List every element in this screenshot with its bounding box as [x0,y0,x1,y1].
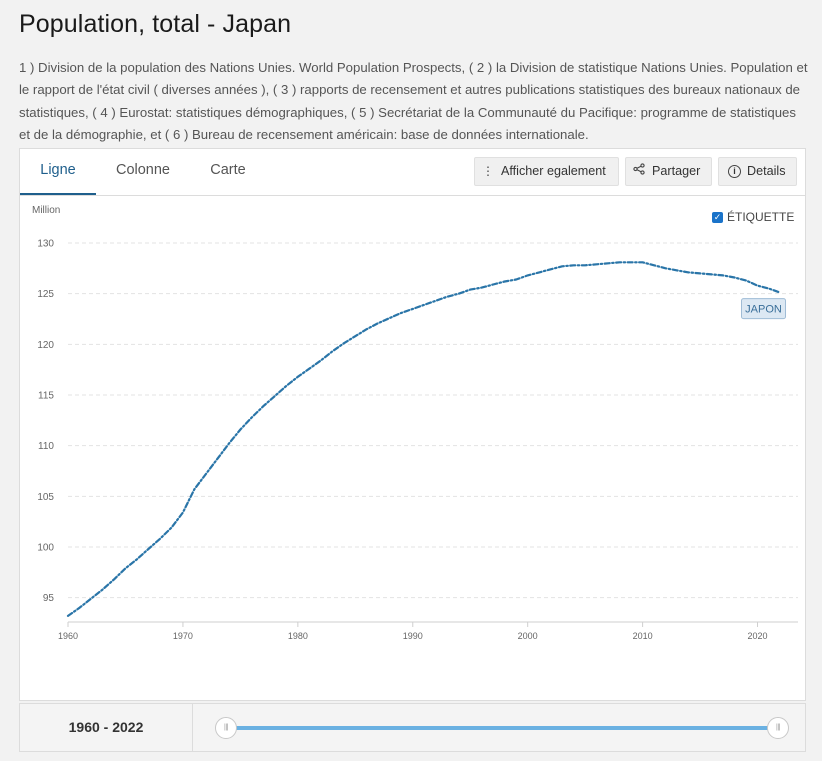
range-end-handle[interactable]: ||| [767,717,789,739]
x-tick-label: 2010 [633,631,653,641]
range-start-handle[interactable]: ||| [215,717,237,739]
chart-panel: Ligne Colonne Carte ⋮ Afficher egalement… [19,148,806,701]
x-tick-label: 2020 [748,631,768,641]
x-tick-label: 1960 [58,631,78,641]
tab-carte[interactable]: Carte [210,162,246,178]
x-tick-label: 1990 [403,631,423,641]
details-button[interactable]: i Details [718,157,797,186]
tab-ligne[interactable]: Ligne [20,149,96,195]
page-title: Population, total - Japan [19,10,292,38]
y-tick-label: 100 [37,543,54,554]
line-chart: 95 100 105 110 115 120 125 130 1960 1970 1980 1990 2… [37,239,798,641]
share-icon [626,158,652,185]
y-tick-label: 115 [38,391,54,402]
source-note: 1 ) Division de la population des Nation… [19,60,808,142]
x-tick-label: 1970 [173,631,193,641]
etiquette-toggle[interactable]: ✓ ÉTIQUETTE [712,210,794,224]
y-axis-unit-label: Million [32,205,61,216]
tab-colonne[interactable]: Colonne [115,162,170,178]
afficher-egalement-label: Afficher egalement [501,164,606,178]
range-label: 1960 - 2022 [20,704,193,751]
series-end-label-box [741,298,787,320]
y-tick-label: 130 [37,239,54,250]
details-label: Details [747,164,786,178]
y-tick-label: 125 [37,289,54,300]
y-tick-label: 95 [43,593,55,604]
x-tick-label: 2000 [518,631,538,641]
y-tick-label: 105 [37,492,54,503]
info-icon: i [728,165,741,178]
series-line-japon [66,261,782,617]
partager-label: Partager [652,164,701,178]
chart-tabs: Ligne Colonne Carte ⋮ Afficher egalement… [20,149,805,196]
y-tick-label: 110 [38,441,54,452]
etiquette-label: ÉTIQUETTE [727,210,795,224]
partager-button[interactable]: Partager [625,157,712,186]
x-tick-label: 1980 [288,631,308,641]
afficher-egalement-button[interactable]: ⋮ Afficher egalement [474,157,619,186]
range-footer: 1960 - 2022 ||| ||| [19,703,806,752]
series-end-label: JAPON [745,304,782,316]
more-vertical-icon: ⋮ [482,164,494,178]
y-tick-label: 120 [37,340,54,351]
range-slider-track[interactable] [225,726,778,730]
etiquette-checkbox[interactable]: ✓ [712,211,723,223]
